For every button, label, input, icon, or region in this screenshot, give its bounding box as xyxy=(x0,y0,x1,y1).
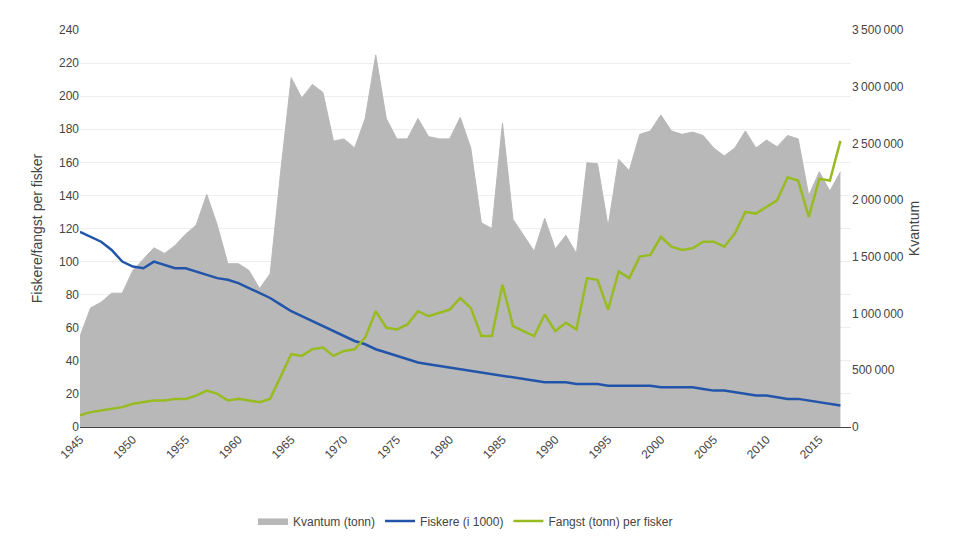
svg-text:200: 200 xyxy=(59,89,79,103)
svg-text:140: 140 xyxy=(59,189,79,203)
svg-text:1970: 1970 xyxy=(322,433,351,462)
svg-text:220: 220 xyxy=(59,56,79,70)
svg-text:1990: 1990 xyxy=(533,433,562,462)
svg-text:Kvantum: Kvantum xyxy=(906,201,922,256)
svg-text:1980: 1980 xyxy=(427,433,456,462)
svg-text:180: 180 xyxy=(59,122,79,136)
svg-text:2000: 2000 xyxy=(638,433,667,462)
svg-text:1 500 000: 1 500 000 xyxy=(852,250,904,264)
svg-text:1985: 1985 xyxy=(480,433,509,462)
svg-text:240: 240 xyxy=(59,23,79,37)
svg-text:100: 100 xyxy=(59,255,79,269)
svg-text:3 500 000: 3 500 000 xyxy=(852,23,904,37)
svg-text:2010: 2010 xyxy=(744,433,773,462)
svg-text:2015: 2015 xyxy=(797,433,826,462)
svg-text:1995: 1995 xyxy=(586,433,615,462)
svg-text:1960: 1960 xyxy=(216,433,245,462)
svg-text:1945: 1945 xyxy=(58,433,87,462)
svg-text:500 000: 500 000 xyxy=(852,363,895,377)
svg-text:3 000 000: 3 000 000 xyxy=(852,80,904,94)
svg-text:1 000 000: 1 000 000 xyxy=(852,307,904,321)
svg-text:Kvantum (tonn): Kvantum (tonn) xyxy=(293,515,375,529)
svg-text:2 000 000: 2 000 000 xyxy=(852,193,904,207)
svg-text:0: 0 xyxy=(852,420,859,434)
svg-text:80: 80 xyxy=(66,288,80,302)
svg-text:2005: 2005 xyxy=(691,433,720,462)
svg-text:2 500 000: 2 500 000 xyxy=(852,137,904,151)
svg-text:20: 20 xyxy=(66,387,80,401)
svg-text:40: 40 xyxy=(66,354,80,368)
svg-text:Fiskere/fangst per fisker: Fiskere/fangst per fisker xyxy=(29,153,45,303)
svg-text:0: 0 xyxy=(72,420,79,434)
svg-text:Fangst (tonn) per fisker: Fangst (tonn) per fisker xyxy=(548,515,672,529)
svg-text:160: 160 xyxy=(59,156,79,170)
svg-text:60: 60 xyxy=(66,321,80,335)
svg-text:1965: 1965 xyxy=(269,433,298,462)
svg-text:1950: 1950 xyxy=(110,433,139,462)
svg-text:1975: 1975 xyxy=(374,433,403,462)
svg-text:1955: 1955 xyxy=(163,433,192,462)
svg-text:Fiskere (i 1000): Fiskere (i 1000) xyxy=(420,515,503,529)
svg-text:120: 120 xyxy=(59,222,79,236)
